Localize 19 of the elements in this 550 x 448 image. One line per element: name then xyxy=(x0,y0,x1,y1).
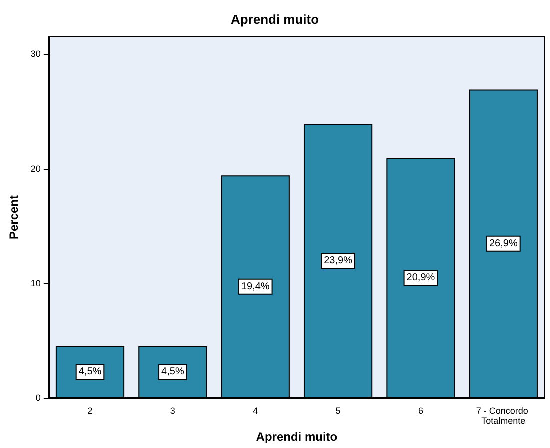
x-tick-label: 2 xyxy=(88,406,93,416)
y-tick-label: 30 xyxy=(30,49,41,60)
data-label: 19,4% xyxy=(241,281,270,292)
data-label: 23,9% xyxy=(324,256,353,267)
data-label: 4,5% xyxy=(162,366,184,378)
y-tick-label: 0 xyxy=(36,393,41,403)
x-tick-label: 3 xyxy=(170,406,176,416)
x-tick-label: 4 xyxy=(253,406,258,416)
x-tick-label: 7 - Concordo Totalmente xyxy=(476,406,531,426)
y-axis-title: Percent xyxy=(7,195,21,240)
y-tick-label: 10 xyxy=(30,278,41,288)
x-axis-title: Aprendi muito xyxy=(256,430,338,444)
x-tick-label: 5 xyxy=(336,406,341,416)
x-tick-label: 6 xyxy=(418,406,424,416)
data-label: 26,9% xyxy=(489,238,518,250)
data-label: 4,5% xyxy=(78,366,102,378)
data-label: 20,9% xyxy=(406,272,436,284)
chart-title: Aprendi muito xyxy=(230,12,320,27)
y-tick-label: 20 xyxy=(30,164,41,174)
